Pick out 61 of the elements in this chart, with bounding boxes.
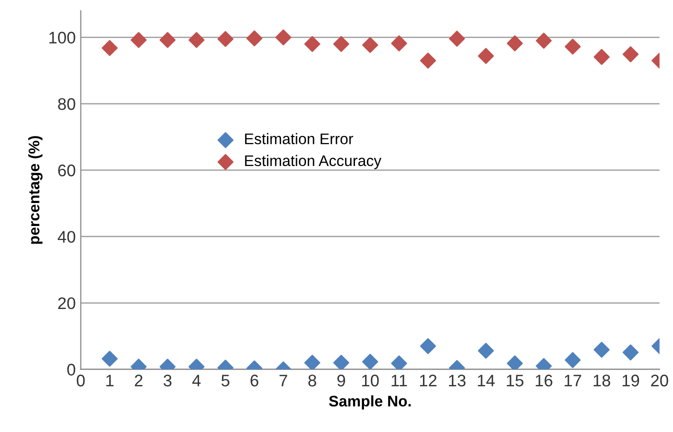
x-tick-label: 16 — [536, 374, 552, 386]
y-tick-label: 60 — [58, 164, 76, 176]
point — [478, 48, 494, 64]
x-tick-label: 9 — [337, 374, 346, 386]
x-tick-label: 14 — [478, 374, 495, 386]
x-tick-label: 13 — [448, 374, 466, 386]
y-tick-label: 40 — [58, 230, 76, 243]
point — [102, 40, 118, 56]
x-tick-label: 18 — [594, 374, 610, 386]
point — [246, 30, 262, 46]
x-tick-label: 17 — [564, 374, 582, 386]
point — [536, 32, 552, 49]
x-tick-label: 20 — [651, 374, 668, 386]
point — [478, 342, 494, 359]
x-tick-label: 5 — [221, 374, 230, 386]
x-tick-label: 2 — [134, 374, 142, 386]
legend-label: Estimation Accuracy — [245, 154, 382, 170]
x-tick-label: 4 — [192, 374, 201, 386]
y-tick-label: 20 — [58, 297, 76, 310]
point — [564, 352, 581, 368]
x-tick-label: 19 — [622, 374, 640, 386]
point — [391, 355, 408, 370]
point — [448, 30, 465, 47]
x-tick-label: 7 — [280, 374, 288, 386]
point — [333, 36, 350, 52]
point — [333, 354, 350, 370]
y-axis-title: percentage (%) — [28, 136, 43, 244]
point — [564, 38, 581, 55]
point — [102, 350, 118, 367]
x-tick-label: 8 — [308, 374, 316, 386]
point — [594, 48, 610, 65]
x-tick-label: 11 — [392, 374, 407, 386]
point — [420, 52, 436, 69]
x-tick-label: 0 — [76, 374, 85, 386]
x-axis-title: Sample No. — [328, 395, 411, 410]
point — [304, 36, 320, 52]
x-tick-label: 1 — [106, 374, 114, 386]
point — [622, 344, 639, 360]
point — [217, 31, 234, 47]
legend-label: Estimation Error — [245, 133, 354, 144]
x-tick-label: 3 — [164, 374, 172, 386]
point — [275, 29, 292, 46]
point — [160, 32, 176, 48]
point — [420, 338, 436, 354]
point — [594, 342, 610, 358]
point — [506, 355, 523, 370]
point — [304, 354, 320, 370]
point — [362, 37, 378, 53]
x-tick-label: 15 — [506, 374, 524, 386]
y-tick-label: 100 — [49, 32, 76, 44]
x-tick-label: 6 — [250, 374, 258, 386]
point — [622, 46, 639, 62]
point — [391, 35, 408, 52]
x-tick-label: 10 — [362, 374, 379, 386]
point — [362, 354, 378, 370]
x-tick-label: 12 — [420, 374, 436, 386]
y-tick-label: 80 — [58, 98, 76, 110]
point — [188, 32, 204, 48]
y-tick-label: 0 — [67, 364, 76, 376]
point — [506, 35, 523, 52]
point — [130, 32, 147, 48]
